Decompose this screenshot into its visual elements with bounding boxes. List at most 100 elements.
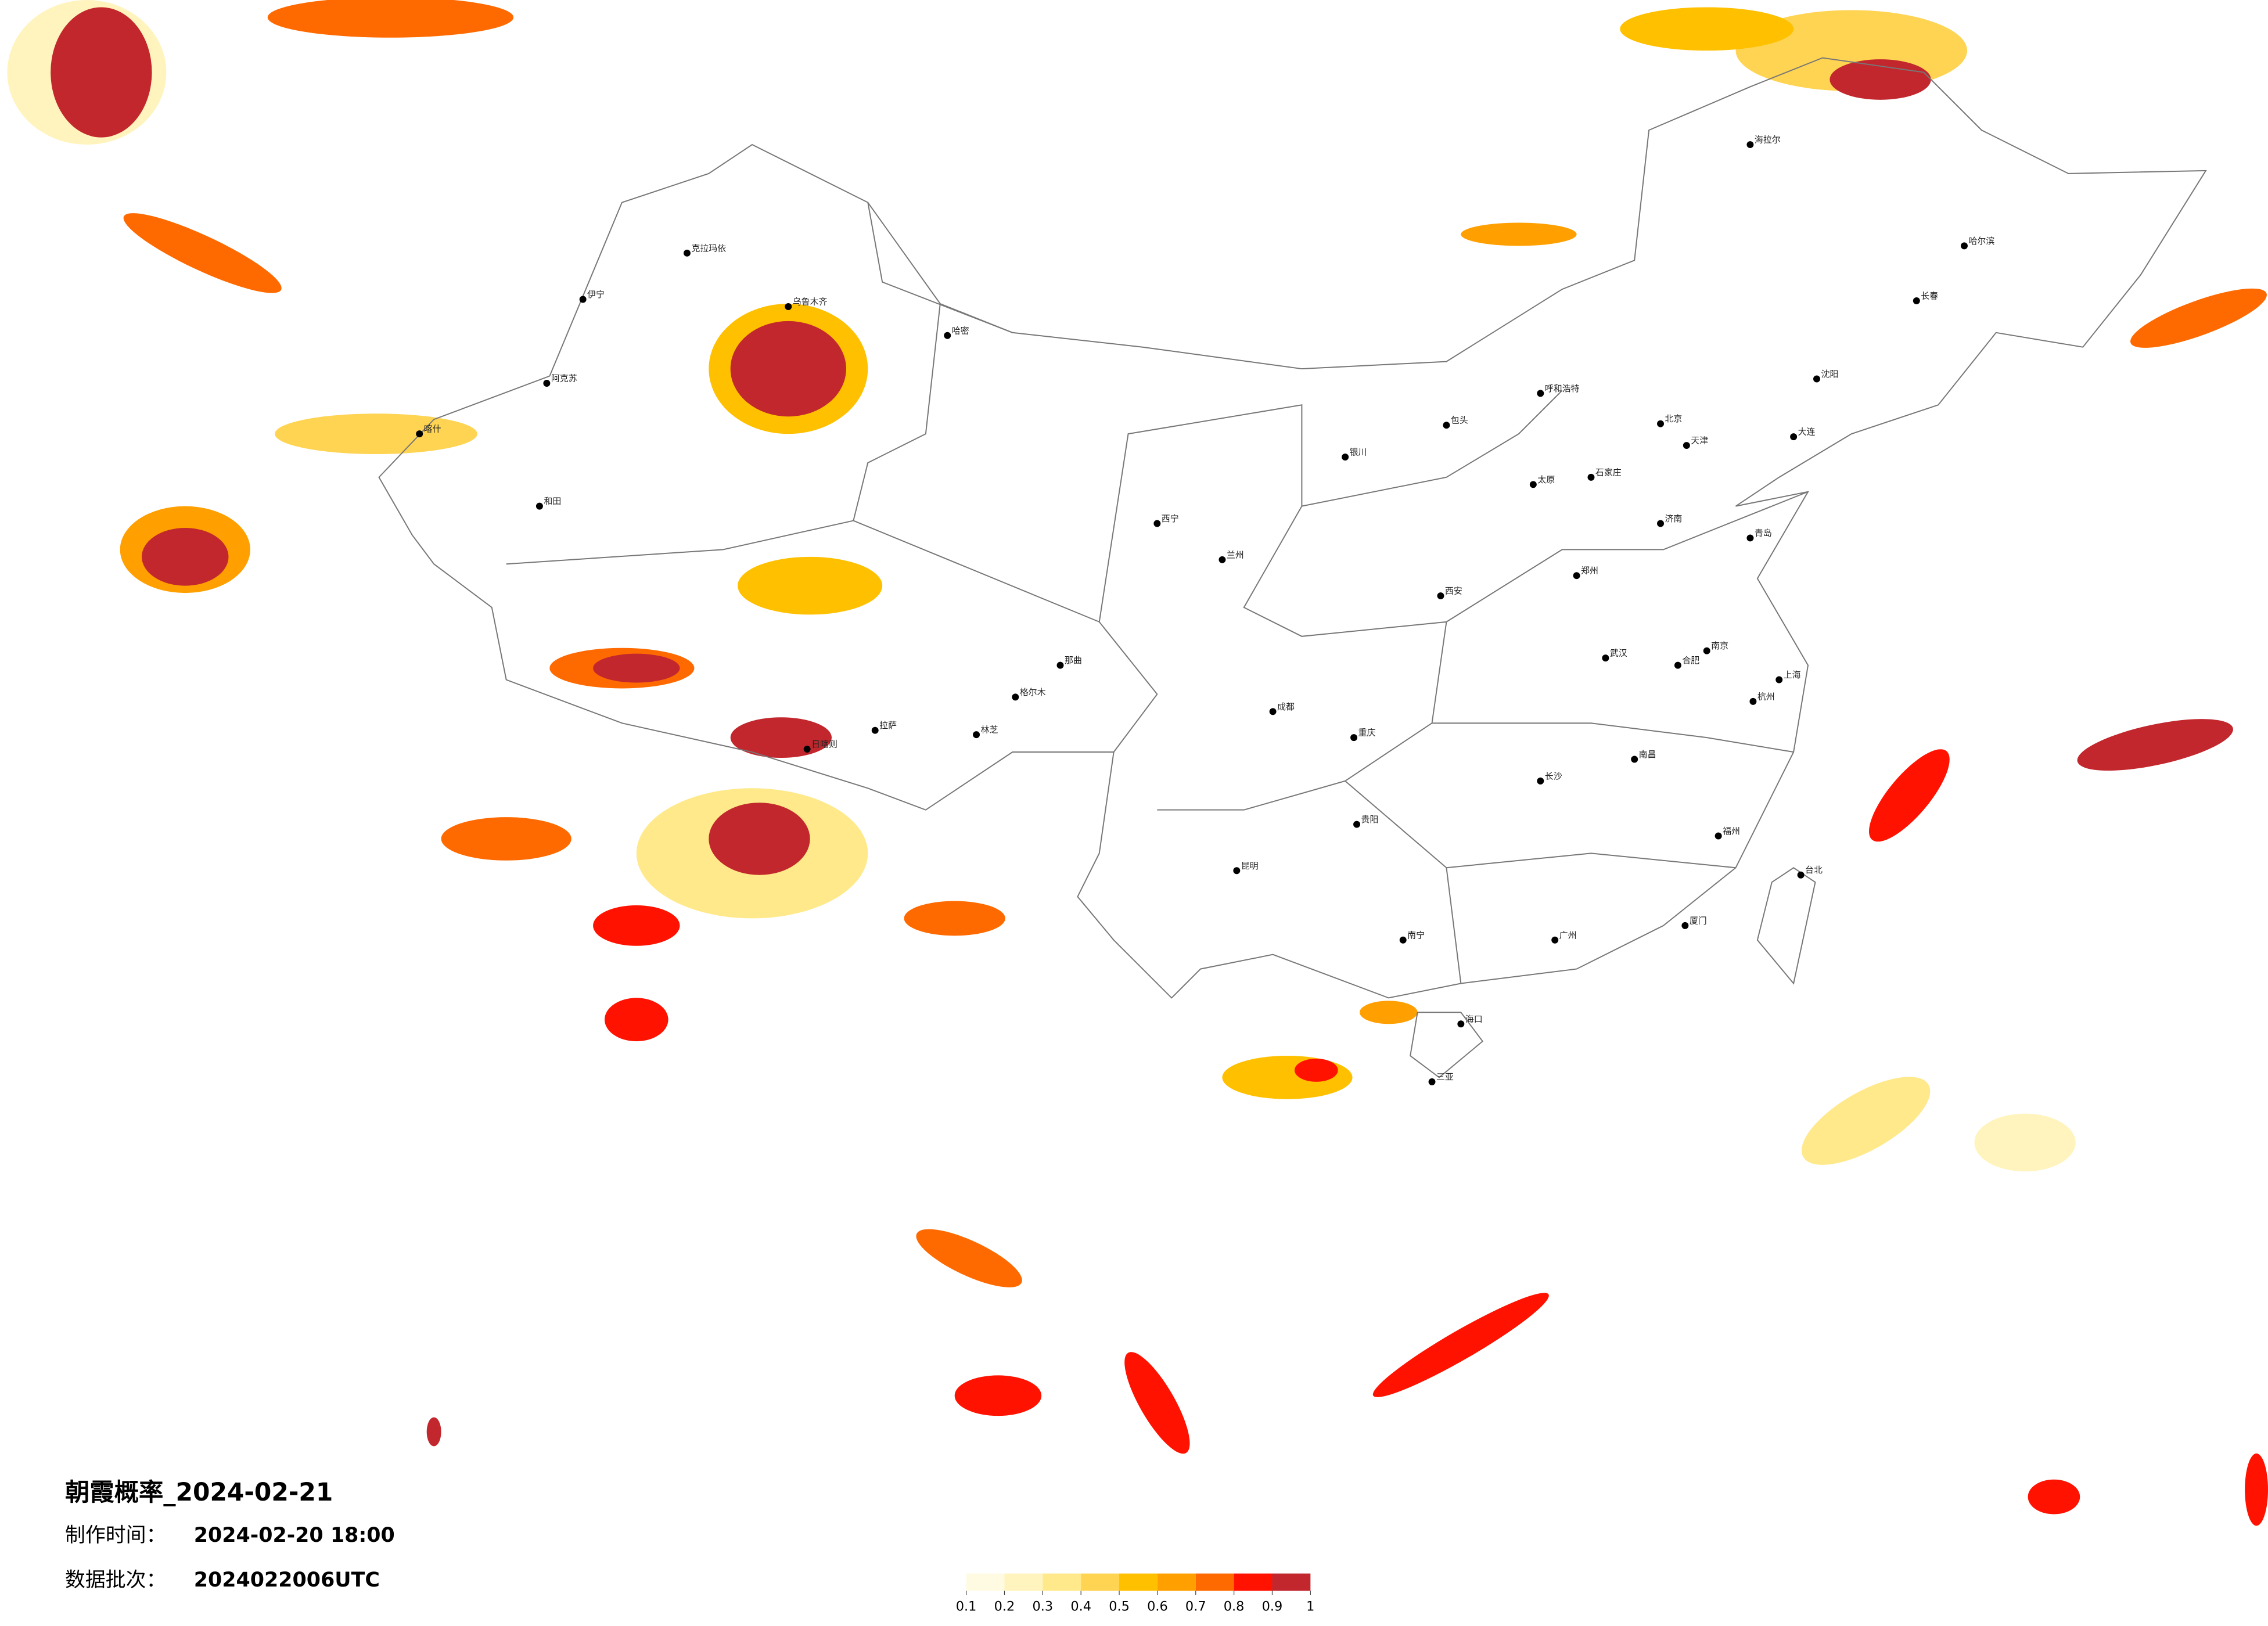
city-label: 南宁 <box>1407 930 1425 940</box>
city-label: 昆明 <box>1241 861 1259 871</box>
city-label: 天津 <box>1691 436 1708 446</box>
legend-tick-label: 0.5 <box>1109 1599 1130 1614</box>
city-label: 沈阳 <box>1821 369 1838 379</box>
city-dot <box>1342 454 1349 461</box>
city-label: 重庆 <box>1358 728 1376 738</box>
city-dot <box>1749 697 1757 705</box>
legend-swatch <box>1081 1573 1120 1591</box>
legend-tick-label: 0.1 <box>956 1599 977 1614</box>
city-dot <box>1961 242 1968 250</box>
city-label: 济南 <box>1665 513 1682 524</box>
legend-tick-label: 0.7 <box>1185 1599 1206 1614</box>
make-time-label: 制作时间： <box>65 1524 166 1547</box>
city-dot <box>1683 442 1690 449</box>
city-dot <box>579 296 587 303</box>
city-label: 福州 <box>1723 826 1740 836</box>
city-label: 上海 <box>1784 670 1801 680</box>
legend-swatch <box>1234 1573 1273 1591</box>
city-dot <box>1012 693 1019 701</box>
colorbar: 0.1 0.2 0.3 0.4 0.5 0.6 0.7 0.8 0.9 1 <box>956 1573 1314 1614</box>
city-dot <box>1775 676 1783 684</box>
city-dot <box>1457 1020 1465 1028</box>
city-dot <box>1443 422 1450 429</box>
city-dot <box>1746 534 1754 542</box>
city-dot <box>1681 922 1689 929</box>
city-label: 郑州 <box>1581 566 1598 576</box>
city-label: 合肥 <box>1682 655 1699 665</box>
city-dot <box>1437 592 1444 600</box>
probability-field <box>7 0 2268 1526</box>
city-label: 西安 <box>1445 586 1462 596</box>
city-dot <box>1790 433 1798 441</box>
city-label: 包头 <box>1451 415 1468 426</box>
city-label: 北京 <box>1665 413 1682 424</box>
city-dot <box>1153 520 1161 527</box>
legend-tick-label: 0.9 <box>1262 1599 1283 1614</box>
city-dot <box>1715 832 1722 840</box>
city-dot <box>1703 647 1710 654</box>
city-label: 石家庄 <box>1595 467 1622 477</box>
boundaries <box>378 57 2207 1078</box>
city-dot <box>871 726 879 734</box>
city-dot <box>1746 141 1754 149</box>
legend-tick-label: 0.2 <box>994 1599 1015 1614</box>
city-label: 兰州 <box>1227 549 1244 560</box>
city-label: 贵阳 <box>1361 814 1378 825</box>
city-label: 海拉尔 <box>1755 135 1781 145</box>
city-dot <box>1537 777 1544 785</box>
legend-tick-label: 0.6 <box>1147 1599 1168 1614</box>
city-label: 武汉 <box>1610 648 1627 659</box>
legend-swatch <box>1004 1573 1043 1591</box>
city-dot <box>944 332 951 339</box>
city-dot <box>416 430 423 438</box>
city-label: 哈密 <box>952 325 969 336</box>
city-dot <box>1269 708 1277 715</box>
city-label: 南昌 <box>1639 749 1656 760</box>
city-dot <box>1551 936 1559 944</box>
city-dot <box>543 379 551 387</box>
city-label: 大连 <box>1798 427 1816 437</box>
city-dot <box>1674 661 1681 669</box>
city-label: 伊宁 <box>587 289 605 300</box>
city-label: 成都 <box>1277 702 1295 712</box>
legend-swatch <box>1157 1573 1196 1591</box>
city-label: 西宁 <box>1162 513 1179 524</box>
city-label: 台北 <box>1805 865 1823 875</box>
city-label: 格尔木 <box>1020 687 1046 697</box>
city-dot <box>1219 556 1226 563</box>
city-dot <box>1233 867 1241 875</box>
city-label: 克拉玛依 <box>691 243 726 253</box>
city-label: 喀什 <box>424 424 441 434</box>
legend-swatch <box>966 1573 1005 1591</box>
legend-tick-label: 0.3 <box>1033 1599 1054 1614</box>
city-label: 广州 <box>1559 930 1577 940</box>
city-label: 三亚 <box>1436 1071 1454 1082</box>
city-dot <box>1587 473 1595 481</box>
city-label: 银川 <box>1350 447 1367 458</box>
city-label: 太原 <box>1537 474 1555 485</box>
batch: 2024022006UTC <box>194 1569 380 1592</box>
legend-swatch <box>1119 1573 1158 1591</box>
city-label: 青岛 <box>1755 528 1772 538</box>
city-dot <box>1573 572 1580 580</box>
city-label: 哈尔滨 <box>1968 236 1994 246</box>
city-dot <box>973 731 980 739</box>
city-dot <box>1350 734 1358 742</box>
map-title: 朝霞概率_2024-02-21 <box>65 1478 333 1506</box>
city-dot <box>1056 661 1064 669</box>
legend-swatch <box>1043 1573 1081 1591</box>
city-label: 南京 <box>1711 641 1728 651</box>
city-label: 长沙 <box>1545 771 1562 781</box>
make-time: 2024-02-20 18:00 <box>194 1524 395 1547</box>
city-dot <box>785 303 792 310</box>
city-dot <box>1913 297 1920 304</box>
city-dot <box>1657 520 1664 527</box>
city-dot <box>1797 871 1805 879</box>
city-label: 海口 <box>1465 1014 1483 1024</box>
city-label: 那曲 <box>1065 655 1082 665</box>
city-dot <box>1428 1078 1436 1085</box>
legend-tick-label: 0.8 <box>1224 1599 1245 1614</box>
legend-swatch <box>1195 1573 1234 1591</box>
